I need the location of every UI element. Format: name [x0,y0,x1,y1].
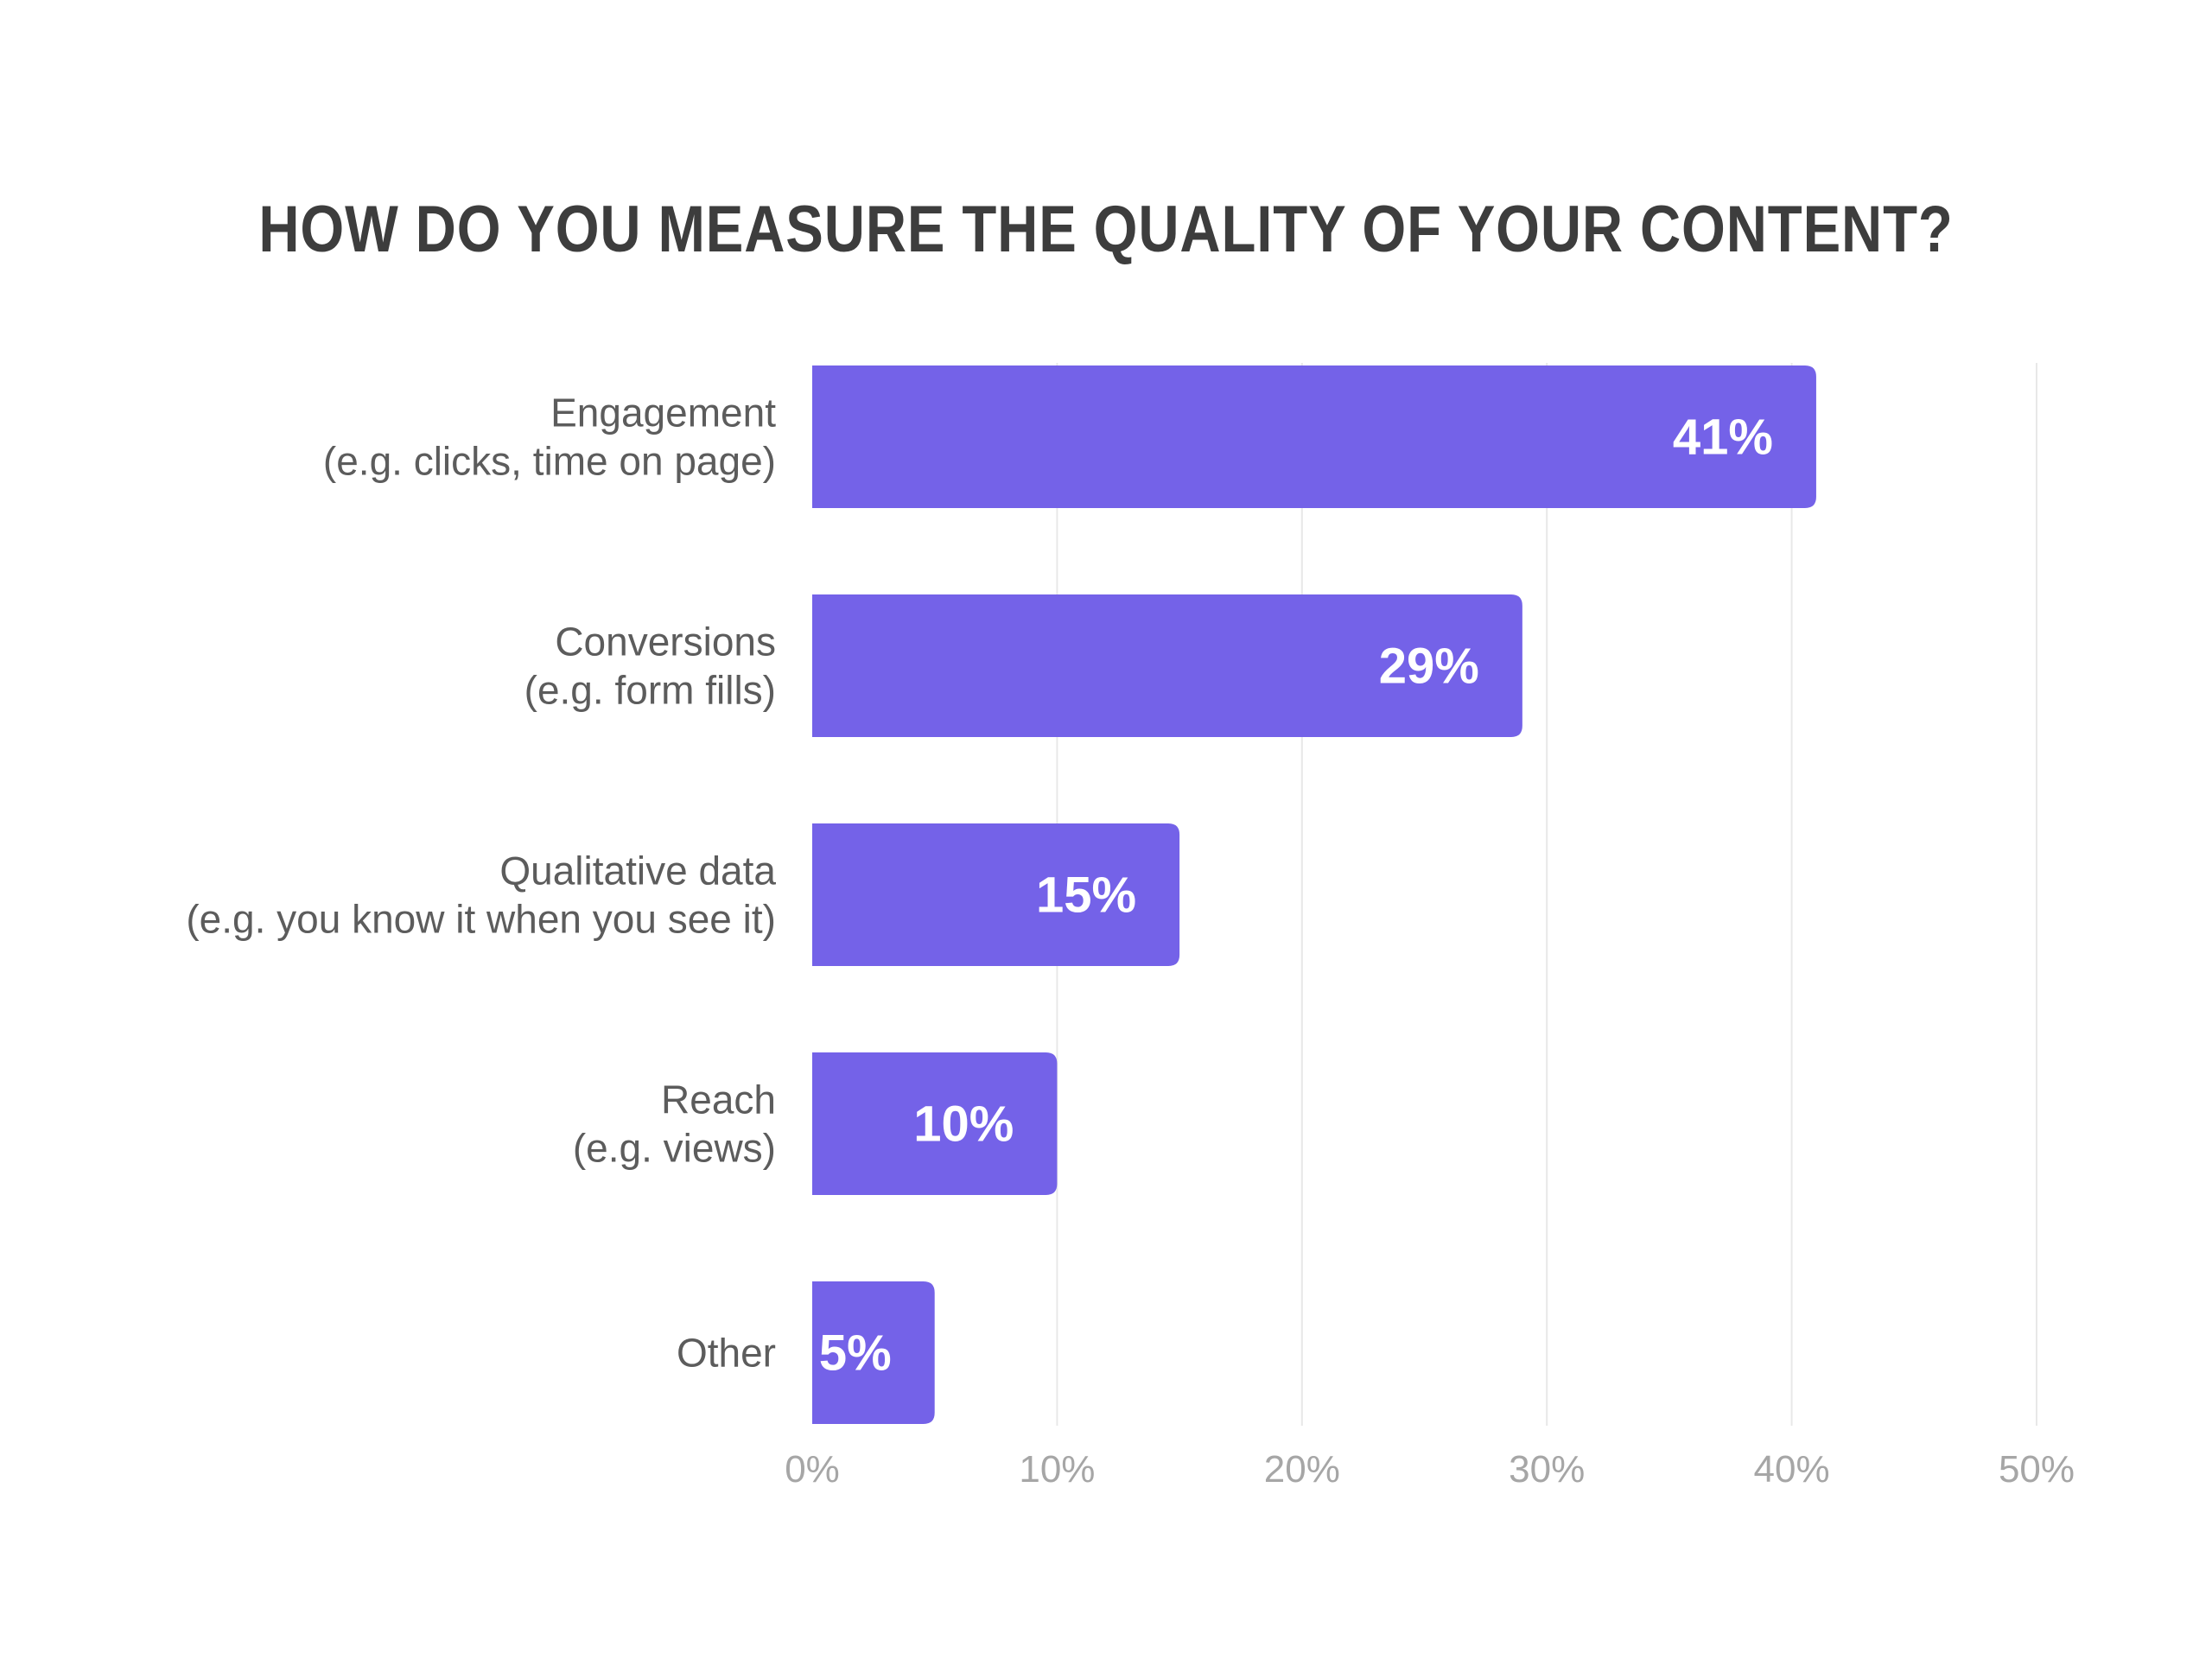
bar-value-label: 10% [913,1096,1014,1153]
bar [812,823,1180,966]
bar-value-label: 15% [1036,868,1136,924]
bar-value-label: 5% [819,1325,892,1382]
category-detail-label: (e.g. clicks, time on page) [323,439,776,484]
x-tick-label: 0% [785,1448,840,1491]
category-label: Engagement [550,391,776,435]
category-label: Qualitative data [499,849,776,893]
bar [812,1052,1058,1195]
bar [812,594,1522,737]
category-label: Conversions [555,620,776,664]
bar [812,365,1816,508]
bar [812,1281,935,1424]
x-tick-label: 30% [1509,1448,1585,1491]
bar-value-label: 41% [1673,410,1773,466]
bar-value-label: 29% [1379,639,1479,695]
category-detail-label: (e.g. form fills) [524,668,776,713]
x-tick-label: 40% [1754,1448,1830,1491]
x-axis-ticks: 0% 10% 20% 30% 40% 50% [785,1448,2075,1491]
x-tick-label: 50% [1999,1448,2075,1491]
chart-title: HOW DO YOU MEASURE THE QUALITY OF YOUR C… [258,193,1954,266]
x-tick-label: 10% [1019,1448,1095,1491]
category-labels: Engagement(e.g. clicks, time on page) Con… [186,391,776,1376]
category-label: Reach [661,1077,776,1122]
category-label: Other [677,1331,776,1376]
category-detail-label: (e.g. views) [573,1126,776,1171]
category-detail-label: (e.g. you know it when you see it) [186,897,776,942]
grid-lines [1056,363,2037,1426]
x-tick-label: 20% [1264,1448,1340,1491]
bars: 41% 29% 15% 10% 5% [812,365,1816,1424]
